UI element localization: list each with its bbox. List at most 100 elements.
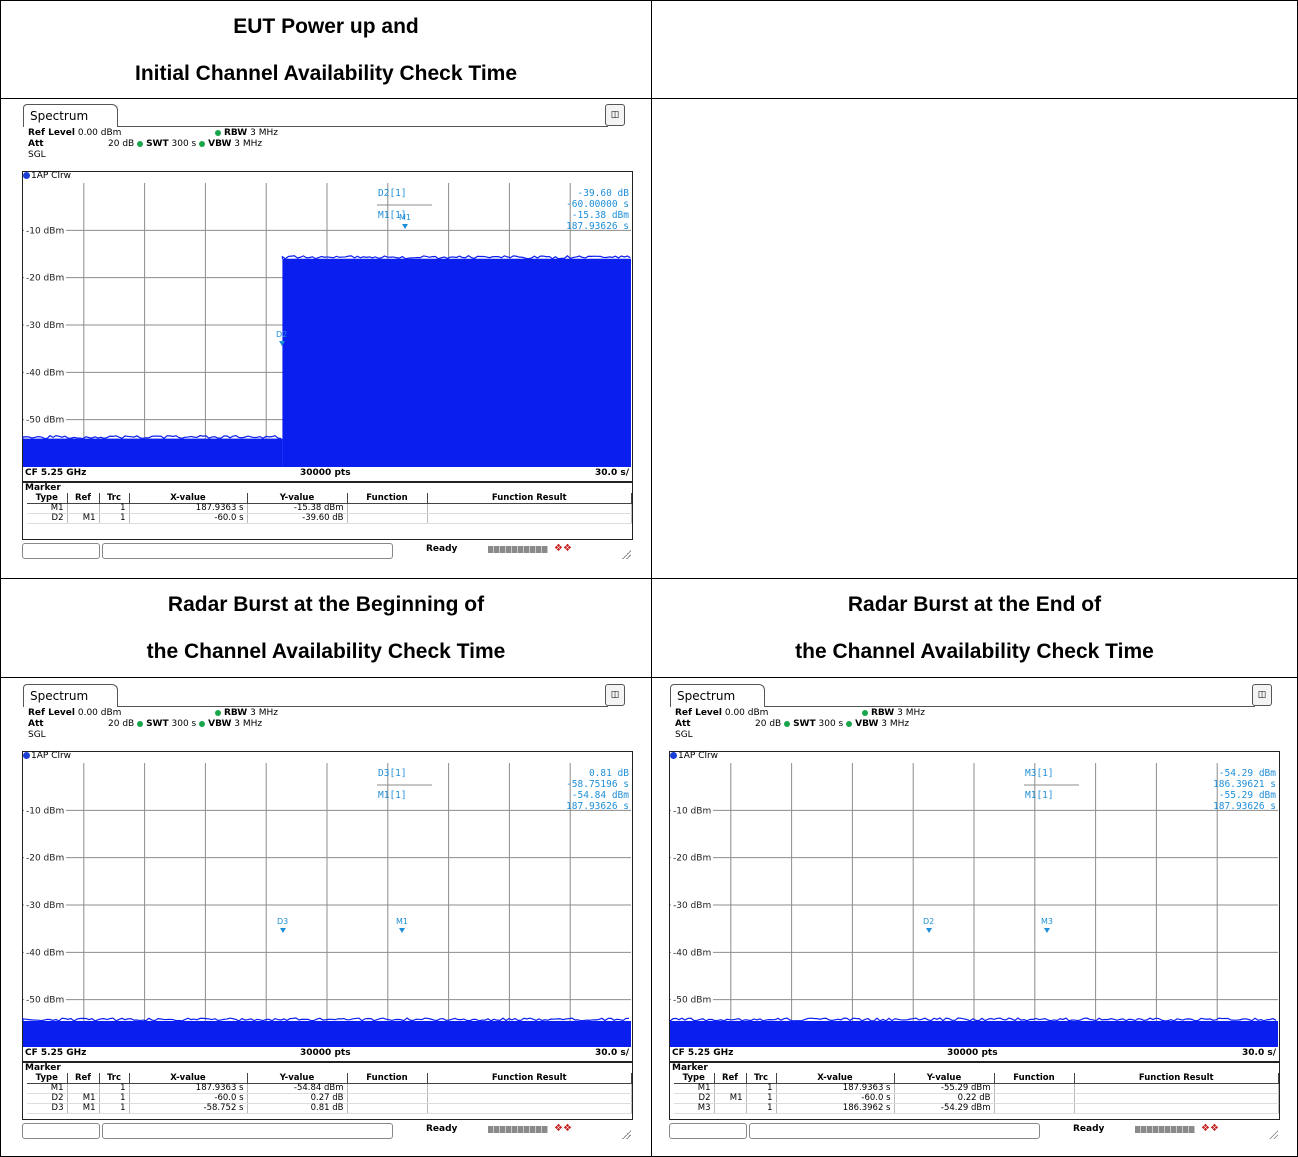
column-header: Function <box>347 493 428 504</box>
plot-marker-triangle <box>926 928 932 933</box>
table-cell: 0.27 dB <box>247 1093 348 1104</box>
marker-readout-value: 187.93626 s <box>1213 801 1276 812</box>
table-cell: 1 <box>746 1083 777 1094</box>
table-cell: 0.81 dB <box>247 1103 348 1114</box>
time-per-division: 30.0 s/ <box>595 1048 629 1058</box>
table-row[interactable]: D3 M1 1 -58.752 s 0.81 dB <box>27 1103 632 1114</box>
plot-marker-triangle <box>280 928 286 933</box>
marker-readout-value: -55.29 dBm <box>1219 790 1276 801</box>
column-header: X-value <box>129 1073 248 1084</box>
time-per-division: 30.0 s/ <box>595 468 629 478</box>
tick-label-background <box>671 804 713 816</box>
plot-footer: CF 5.25 GHz 30000 pts 30.0 s/ <box>22 468 633 480</box>
table-cell <box>427 513 632 524</box>
table-cell: 1 <box>99 513 130 524</box>
column-header: Function Result <box>427 1073 632 1084</box>
title-line-2: Initial Channel Availability Check Time <box>135 61 517 85</box>
table-cell <box>347 1093 428 1104</box>
tab-spectrum[interactable]: Spectrum <box>23 104 118 127</box>
table-row[interactable]: D2 M1 1 -60.0 s -39.60 dB <box>27 513 632 524</box>
table-cell: 1 <box>746 1103 777 1114</box>
resize-grip-icon[interactable] <box>621 1129 631 1139</box>
marker-readout-label: M1[1] <box>378 210 407 221</box>
trace-label-text: 1AP Clrw <box>31 171 72 181</box>
progress-meter <box>488 546 548 553</box>
marker-table-title: Marker <box>672 1063 708 1073</box>
tab-spectrum[interactable]: Spectrum <box>670 684 765 707</box>
table-cell <box>347 1083 428 1094</box>
rbw-indicator-icon <box>215 129 221 136</box>
table-cell: 0.22 dB <box>894 1093 995 1104</box>
table-cell <box>1074 1093 1279 1104</box>
column-header: Trc <box>99 1073 130 1084</box>
table-cell <box>347 503 428 514</box>
tab-spectrum[interactable]: Spectrum <box>23 684 118 707</box>
marker-table: Type Ref Trc X-value Y-value Function Function… <box>27 493 632 524</box>
status-message-box <box>102 1123 393 1139</box>
marker-readout-value: 187.93626 s <box>566 221 629 232</box>
time-per-division: 30.0 s/ <box>1242 1048 1276 1058</box>
settings-panel: Ref Level 0.00 dBm RBW 3 MHz Att 20 dB S… <box>28 128 278 161</box>
table-cell <box>427 1093 632 1104</box>
table-cell <box>427 1083 632 1094</box>
table-cell: -54.84 dBm <box>247 1083 348 1094</box>
y-tick-label: -10 dBm <box>26 806 64 816</box>
column-header: Function <box>994 1073 1075 1084</box>
swt-label: SWT <box>146 139 169 149</box>
table-row[interactable]: M1 1 187.9363 s -15.38 dBm <box>27 503 632 514</box>
marker-table-header: Type Ref Trc X-value Y-value Function Function… <box>27 1073 632 1084</box>
column-header: X-value <box>776 1073 895 1084</box>
table-row[interactable]: M1 1 187.9363 s -55.29 dBm <box>674 1083 1279 1094</box>
table-cell: 187.9363 s <box>776 1083 895 1094</box>
table-row[interactable]: D2 M1 1 -60.0 s 0.22 dB <box>674 1093 1279 1104</box>
rbw-label: RBW <box>224 708 248 718</box>
tick-label-background <box>24 851 66 863</box>
y-tick-label: -10 dBm <box>673 806 711 816</box>
trace-fill <box>282 258 631 467</box>
resize-grip-icon[interactable] <box>621 549 631 559</box>
table-row[interactable]: M3 1 186.3962 s -54.29 dBm <box>674 1103 1279 1114</box>
table-cell: -60.0 s <box>776 1093 895 1104</box>
center-frequency: CF 5.25 GHz <box>672 1048 734 1058</box>
marker-table-panel: Marker Type Ref Trc X-value Y-value Function F… <box>22 482 633 540</box>
trace-edge <box>22 434 282 440</box>
tick-label-background <box>24 804 66 816</box>
table-cell: D2 <box>674 1093 715 1104</box>
marker-readout-value: -58.75196 s <box>566 779 629 790</box>
title-burst-beginning: Radar Burst at the Beginning of the Chan… <box>1 579 651 677</box>
trace-label: 1AP Clrw <box>670 751 718 762</box>
y-tick-label: -50 dBm <box>673 996 711 1006</box>
table-cell: -15.38 dBm <box>247 503 348 514</box>
table-cell: 1 <box>99 1103 130 1114</box>
resize-grip-icon[interactable] <box>1268 1129 1278 1139</box>
table-cell: 187.9363 s <box>129 1083 248 1094</box>
att-label: Att <box>28 719 44 729</box>
rbw-value: 3 MHz <box>250 708 278 718</box>
analyzer-screenshot-power-up: Spectrum ◫ Ref Level 0.00 dBm RBW 3 MHz … <box>20 101 633 571</box>
table-row-divider-2 <box>0 578 1298 579</box>
rbw-label: RBW <box>224 128 248 138</box>
column-header: Trc <box>99 493 130 504</box>
trace-edge <box>281 254 631 260</box>
table-row[interactable]: D2 M1 1 -60.0 s 0.27 dB <box>27 1093 632 1104</box>
table-cell: -55.29 dBm <box>894 1083 995 1094</box>
table-cell <box>347 513 428 524</box>
center-frequency: CF 5.25 GHz <box>25 468 87 478</box>
table-cell <box>347 1103 428 1114</box>
sgl-label: SGL <box>675 730 693 740</box>
table-cell <box>67 1083 100 1094</box>
sweep-points: 30000 pts <box>300 1048 351 1058</box>
y-tick-label: -40 dBm <box>26 948 64 958</box>
rbw-indicator-icon <box>215 709 221 716</box>
plot-marker-label: D2 <box>923 917 934 926</box>
trace-label-text: 1AP Clrw <box>678 751 719 761</box>
trace-fill <box>23 1020 631 1047</box>
marker-readout-label: M3[1] <box>1025 768 1054 779</box>
y-tick-label: -50 dBm <box>26 996 64 1006</box>
table-row[interactable]: M1 1 187.9363 s -54.84 dBm <box>27 1083 632 1094</box>
y-tick-label: -10 dBm <box>26 226 64 236</box>
rs-logo-icon: ❖❖ <box>554 1123 572 1134</box>
column-header: Trc <box>746 1073 777 1084</box>
status-ready: Ready <box>426 1124 458 1134</box>
spectrum-plot: -10 dBm -20 dBm -30 dBm -40 dBm -50 dBm D2[1]… <box>22 183 631 467</box>
